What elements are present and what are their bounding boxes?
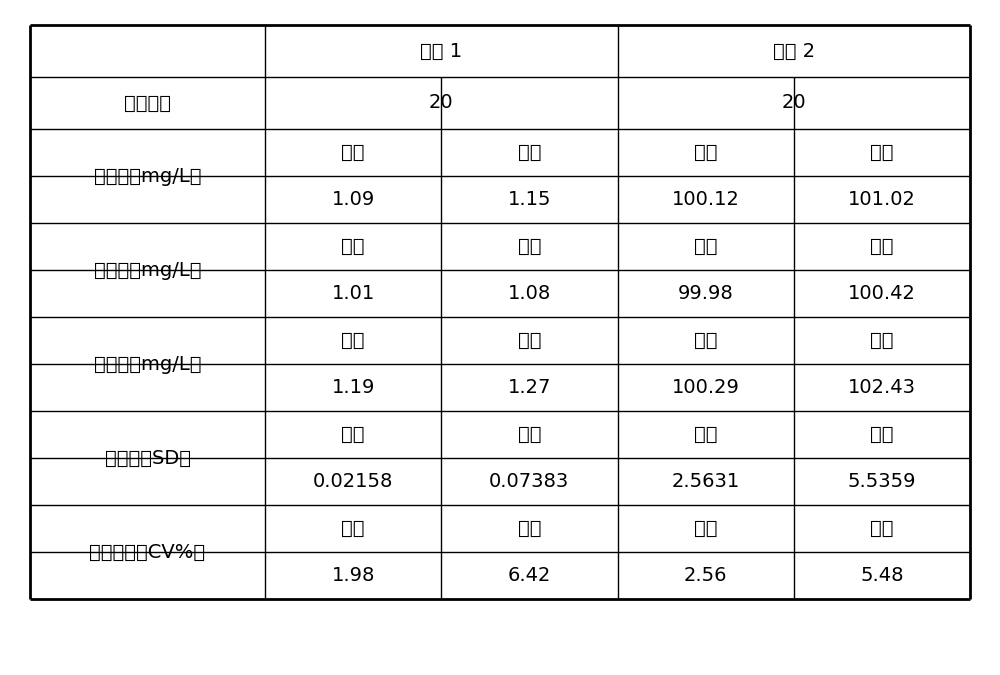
Text: 1.27: 1.27 <box>508 378 551 397</box>
Text: 100.12: 100.12 <box>672 190 740 209</box>
Text: 102.43: 102.43 <box>848 378 916 397</box>
Text: 0.07383: 0.07383 <box>489 472 570 491</box>
Text: 0.02158: 0.02158 <box>313 472 393 491</box>
Text: 标准差（SD）: 标准差（SD） <box>104 448 190 468</box>
Text: 批内: 批内 <box>341 519 365 538</box>
Text: 批间: 批间 <box>518 425 541 444</box>
Text: 批间: 批间 <box>518 331 541 350</box>
Text: 批间: 批间 <box>518 143 541 162</box>
Text: 变异系数（CV%）: 变异系数（CV%） <box>89 543 206 562</box>
Text: 样品 1: 样品 1 <box>420 41 462 61</box>
Text: 1.09: 1.09 <box>332 190 375 209</box>
Text: 20: 20 <box>429 94 454 113</box>
Text: 批间: 批间 <box>870 331 894 350</box>
Text: 批内: 批内 <box>694 143 717 162</box>
Text: 1.08: 1.08 <box>508 284 551 303</box>
Text: 100.29: 100.29 <box>672 378 740 397</box>
Text: 批间: 批间 <box>518 237 541 256</box>
Text: 最小値（mg/L）: 最小値（mg/L） <box>94 261 201 279</box>
Text: 样品 2: 样品 2 <box>773 41 815 61</box>
Text: 批间: 批间 <box>518 519 541 538</box>
Text: 2.56: 2.56 <box>684 566 727 585</box>
Text: 1.15: 1.15 <box>508 190 551 209</box>
Text: 批内: 批内 <box>341 143 365 162</box>
Text: 批内: 批内 <box>694 519 717 538</box>
Text: 6.42: 6.42 <box>508 566 551 585</box>
Text: 批内: 批内 <box>341 331 365 350</box>
Text: 101.02: 101.02 <box>848 190 916 209</box>
Text: 批内: 批内 <box>694 237 717 256</box>
Text: 批内: 批内 <box>694 425 717 444</box>
Text: 测定次数: 测定次数 <box>124 94 171 113</box>
Text: 20: 20 <box>781 94 806 113</box>
Text: 批间: 批间 <box>870 519 894 538</box>
Text: 5.48: 5.48 <box>860 566 904 585</box>
Text: 2.5631: 2.5631 <box>672 472 740 491</box>
Text: 批内: 批内 <box>341 237 365 256</box>
Text: 5.5359: 5.5359 <box>848 472 916 491</box>
Text: 批内: 批内 <box>694 331 717 350</box>
Text: 批间: 批间 <box>870 425 894 444</box>
Text: 批内: 批内 <box>341 425 365 444</box>
Text: 平均値（mg/L）: 平均値（mg/L） <box>94 167 201 186</box>
Text: 1.01: 1.01 <box>332 284 375 303</box>
Text: 批间: 批间 <box>870 143 894 162</box>
Text: 100.42: 100.42 <box>848 284 916 303</box>
Text: 1.19: 1.19 <box>331 378 375 397</box>
Text: 批间: 批间 <box>870 237 894 256</box>
Text: 99.98: 99.98 <box>678 284 734 303</box>
Text: 1.98: 1.98 <box>331 566 375 585</box>
Text: 最大値（mg/L）: 最大値（mg/L） <box>94 354 201 373</box>
